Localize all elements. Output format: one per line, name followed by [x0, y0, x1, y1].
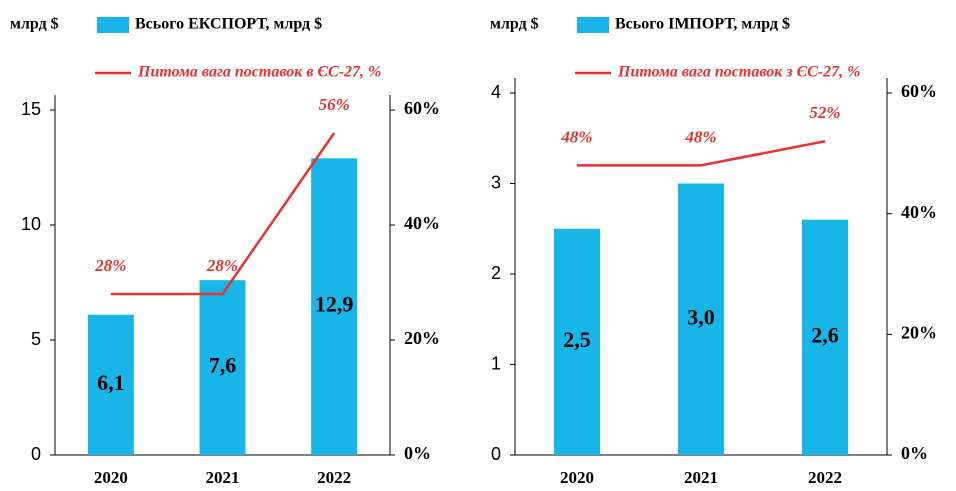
bar-value-label: 12,9 — [315, 292, 354, 317]
x-tick-label: 2022 — [808, 468, 842, 487]
legend-swatch — [577, 17, 609, 33]
line-value-label: 48% — [560, 127, 592, 146]
line-value-label: 28% — [94, 256, 126, 275]
y2-tick-label: 40% — [901, 202, 937, 222]
y-tick-label: 0 — [491, 444, 501, 464]
bar — [199, 280, 246, 455]
bar-value-label: 2,6 — [811, 322, 839, 347]
y-tick-label: 15 — [21, 99, 41, 119]
legend-label: Питома вага поставок з ЄС-27, % — [617, 64, 860, 81]
legend-label: Питома вага поставок в ЄС-27, % — [137, 64, 381, 81]
bar — [802, 219, 848, 455]
x-tick-label: 2022 — [317, 468, 351, 487]
y2-tick-label: 40% — [404, 213, 440, 233]
bar — [678, 183, 724, 455]
y-tick-label: 0 — [31, 444, 41, 464]
bar — [554, 228, 600, 455]
x-tick-label: 2021 — [206, 468, 240, 487]
line — [577, 140, 826, 167]
bar-value-label: 2,5 — [563, 327, 591, 352]
bar-value-label: 6,1 — [97, 370, 125, 395]
x-tick-label: 2020 — [94, 468, 128, 487]
legend-label: Всього ІМПОРТ, млрд $ — [615, 16, 790, 33]
y-tick-label: 1 — [491, 353, 501, 373]
bar-value-label: 7,6 — [209, 353, 237, 378]
x-tick-label: 2021 — [684, 468, 718, 487]
y-tick-label: 10 — [21, 214, 41, 234]
bar-value-label: 3,0 — [687, 304, 715, 329]
y2-tick-label: 0% — [901, 443, 928, 463]
line-value-label: 28% — [206, 256, 238, 275]
bar — [87, 314, 134, 455]
line-value-label: 52% — [809, 103, 840, 122]
y-tick-label: 5 — [31, 329, 41, 349]
line-value-label: 48% — [684, 127, 716, 146]
legend-swatch — [97, 17, 129, 33]
y2-tick-label: 20% — [404, 328, 440, 348]
y-tick-label: 2 — [491, 263, 501, 283]
y2-tick-label: 60% — [901, 81, 937, 101]
y-axis-label: млрд $ — [10, 16, 59, 33]
y-axis-label: млрд $ — [490, 16, 539, 33]
bar — [311, 158, 358, 456]
line-value-label: 56% — [319, 95, 350, 114]
y-tick-label: 3 — [491, 172, 501, 192]
y-tick-label: 4 — [491, 82, 501, 102]
x-tick-label: 2020 — [560, 468, 594, 487]
legend-label: Всього ЕКСПОРТ, млрд $ — [135, 16, 322, 33]
y2-tick-label: 60% — [404, 98, 440, 118]
line — [110, 132, 336, 296]
y2-tick-label: 20% — [901, 322, 937, 342]
y2-tick-label: 0% — [404, 443, 431, 463]
